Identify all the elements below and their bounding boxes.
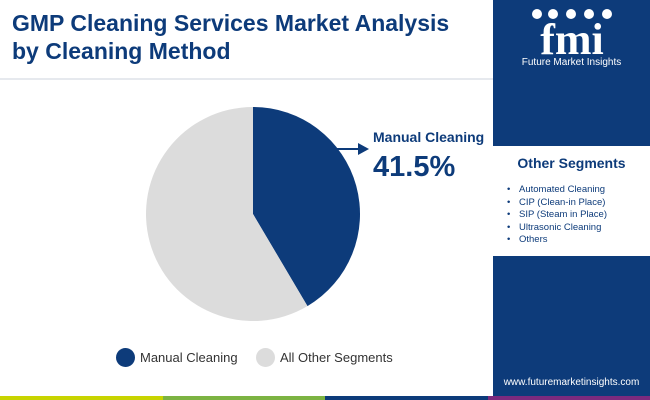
legend-label-all-other-segments: All Other Segments [280,350,393,365]
website-link[interactable]: www.futuremarketinsights.com [503,377,640,388]
list-item: Automated Cleaning [507,184,647,197]
callout-arrow-head [358,143,369,155]
other-segments-title: Other Segments [517,155,626,171]
other-segments-list: Automated Cleaning CIP (Clean-in Place) … [507,184,647,247]
pie-slice-all-other-segments [146,107,308,322]
callout-value: 41.5% [373,151,455,183]
header: GMP Cleaning Services Market Analysis by… [0,0,493,78]
logo-gear-icon [602,9,612,19]
header-divider [0,78,493,80]
bottom-bar-segment [162,396,325,400]
logo-tagline: Future Market Insights [521,57,622,68]
list-item: Others [507,234,647,247]
pie-slices [146,107,361,322]
pie-slice-manual-cleaning [253,107,361,307]
logo-car-icon [584,9,594,19]
logo-leaf-icon [548,9,558,19]
other-segments-panel: Other Segments Automated Cleaning CIP (C… [493,146,650,256]
callout-label: Manual Cleaning [373,129,484,145]
pie-chart: Manual Cleaning 41.5% [146,107,484,322]
page-title: GMP Cleaning Services Market Analysis by… [12,10,450,64]
fmi-logo: fmi [532,9,612,64]
logo-flask-icon [566,9,576,19]
legend-swatch-all-other-segments [256,348,275,367]
bottom-bar-segment [0,396,163,400]
legend-swatch-manual-cleaning [116,348,135,367]
list-item: CIP (Clean-in Place) [507,197,647,210]
bottom-bar-segment [487,396,650,400]
list-item: SIP (Steam in Place) [507,209,647,222]
logo-wordmark: fmi [540,15,604,64]
bottom-bar-segment [325,396,488,400]
bottom-color-bar [0,396,650,400]
logo-globe-icon [532,9,542,19]
list-item: Ultrasonic Cleaning [507,222,647,235]
legend-label-manual-cleaning: Manual Cleaning [140,350,238,365]
sidebar: fmi Future Market Insights Other Segment… [493,0,650,400]
